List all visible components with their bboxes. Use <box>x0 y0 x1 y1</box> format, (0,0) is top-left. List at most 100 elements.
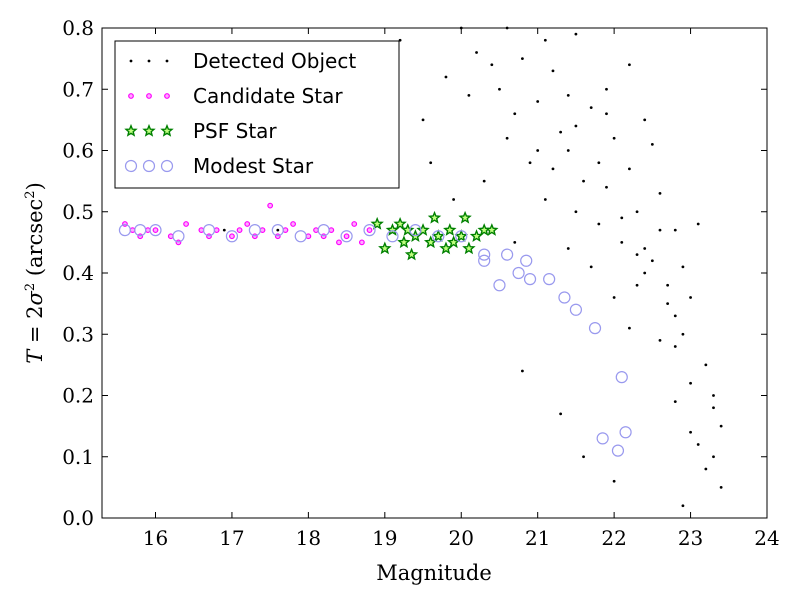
point-detected-object <box>681 332 685 336</box>
point-modest-star <box>149 224 162 237</box>
point-detected-object <box>605 112 608 116</box>
axis-ticks: 16 17 18 19 20 21 22 23 24 0.0 0.1 0.2 0.3 0.4 0.5 0.6 0… <box>62 16 780 550</box>
point-psf-star <box>462 241 476 255</box>
x-tick-label: 21 <box>525 526 550 550</box>
point-psf-star <box>404 247 419 261</box>
y-tick-label: 0.6 <box>62 139 94 163</box>
point-detected-object <box>505 136 509 140</box>
point-psf-star <box>401 223 415 236</box>
point-modest-star <box>225 230 239 243</box>
point-candidate-star <box>244 221 251 227</box>
x-tick-label: 22 <box>601 526 626 550</box>
point-modest-star <box>455 230 468 243</box>
y-tick-label: 0.7 <box>62 77 94 101</box>
point-detected-object <box>513 112 517 116</box>
point-detected-object <box>566 247 570 250</box>
point-detected-object <box>658 228 662 232</box>
point-psf-star <box>393 216 407 230</box>
point-modest-star <box>172 230 185 243</box>
point-detected-object <box>620 240 624 244</box>
point-detected-object <box>666 283 670 287</box>
point-detected-object <box>444 75 448 79</box>
y-tick-label: 0.5 <box>62 200 94 224</box>
point-detected-object <box>521 57 524 61</box>
point-detected-object <box>681 504 685 508</box>
x-tick-label: 23 <box>678 526 703 550</box>
point-detected-object <box>635 253 639 257</box>
y-tick-label: 0.2 <box>62 384 94 408</box>
point-detected-object <box>628 326 631 330</box>
point-detected-object <box>452 198 456 201</box>
point-detected-object <box>696 222 700 226</box>
plot-area <box>118 26 723 508</box>
point-candidate-star <box>274 233 281 240</box>
point-candidate-star <box>336 239 342 246</box>
legend-marker-modest-star <box>142 159 156 173</box>
point-modest-star <box>248 224 261 237</box>
point-modest-star <box>409 224 422 237</box>
point-candidate-star <box>320 233 327 240</box>
point-psf-star <box>416 223 430 236</box>
series-detected-object <box>222 26 723 508</box>
point-detected-object <box>551 167 555 171</box>
point-psf-star <box>454 229 468 242</box>
point-modest-star <box>611 444 625 457</box>
y-tick-label: 0.8 <box>62 16 94 40</box>
point-modest-star <box>317 224 330 237</box>
point-detected-object <box>482 179 486 183</box>
point-detected-object <box>696 443 700 446</box>
point-modest-star <box>340 230 353 243</box>
legend-marker-detected-object <box>165 59 169 63</box>
y-tick-label: 0.4 <box>62 261 94 285</box>
point-detected-object <box>467 93 471 97</box>
point-detected-object <box>429 161 433 165</box>
point-detected-object <box>673 228 677 232</box>
point-modest-star <box>478 248 491 261</box>
y-axis-label-unit-close: ) <box>23 182 47 190</box>
point-detected-object <box>589 265 593 269</box>
point-detected-object <box>612 296 616 299</box>
point-modest-star <box>134 224 147 237</box>
point-candidate-star <box>366 227 373 234</box>
point-detected-object <box>719 485 723 489</box>
point-psf-star <box>378 241 392 255</box>
point-detected-object <box>589 106 593 110</box>
legend-marker-candidate-star <box>164 93 170 99</box>
point-candidate-star <box>358 239 365 246</box>
point-detected-object <box>719 424 723 428</box>
point-detected-object <box>643 118 647 122</box>
point-candidate-star <box>351 221 358 227</box>
point-detected-object <box>704 467 708 471</box>
point-detected-object <box>574 210 578 214</box>
legend-entry-candidate-star: Candidate Star <box>128 84 343 108</box>
y-axis-label-sup: 2 <box>23 283 38 291</box>
point-detected-object <box>704 363 708 367</box>
x-tick-label: 16 <box>143 526 168 550</box>
point-detected-object <box>566 149 570 152</box>
point-modest-star <box>386 230 399 243</box>
point-detected-object <box>712 406 715 410</box>
point-modest-star <box>569 303 583 316</box>
point-detected-object <box>643 247 647 250</box>
point-detected-object <box>222 228 226 232</box>
point-detected-object <box>574 32 578 36</box>
point-psf-star <box>443 223 457 236</box>
point-modest-star <box>619 426 632 439</box>
point-modest-star <box>363 224 376 237</box>
point-candidate-star <box>175 239 182 246</box>
point-detected-object <box>612 479 616 483</box>
point-detected-object <box>658 191 662 195</box>
point-modest-star <box>501 248 514 261</box>
point-detected-object <box>582 179 585 183</box>
point-detected-object <box>421 118 425 122</box>
point-detected-object <box>666 302 670 306</box>
point-detected-object <box>650 142 654 146</box>
point-candidate-star <box>267 202 274 209</box>
point-detected-object <box>543 198 547 201</box>
point-detected-object <box>681 265 685 269</box>
y-tick-label: 0.0 <box>62 506 94 530</box>
legend-entry-psf-star: PSF Star <box>124 119 277 143</box>
point-modest-star <box>615 371 628 384</box>
point-modest-star <box>493 279 506 292</box>
